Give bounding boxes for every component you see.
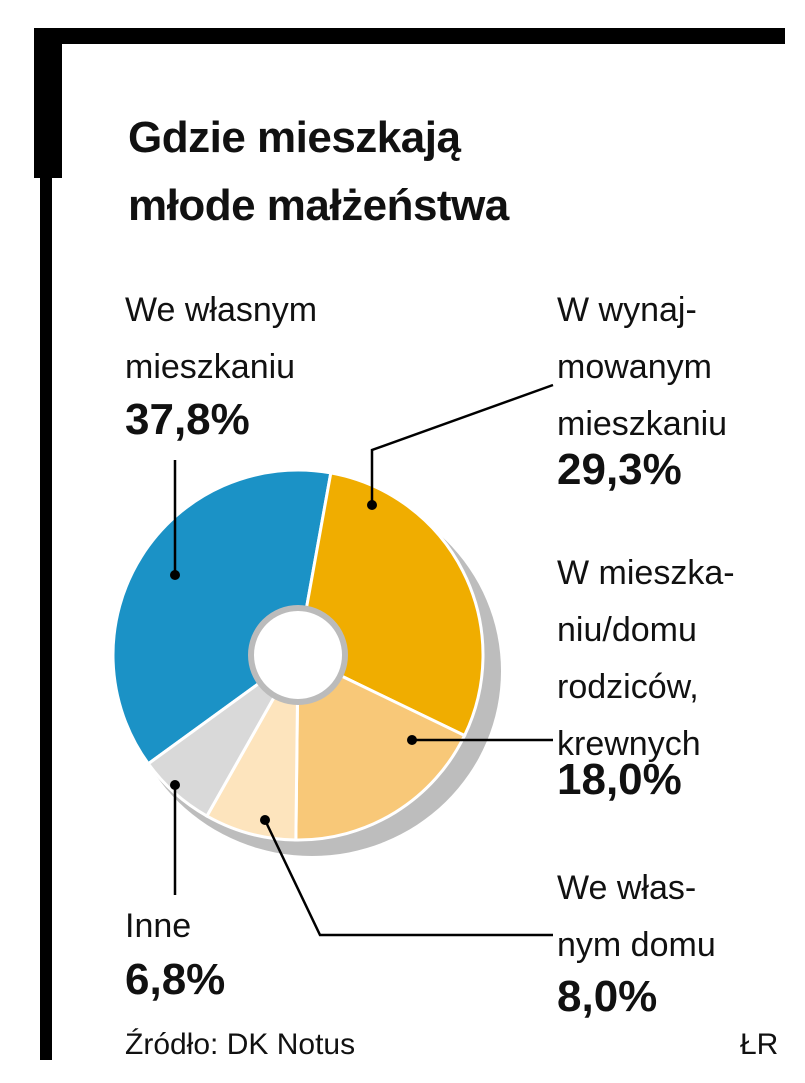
source: Źródło: DK Notus (125, 1028, 356, 1061)
slice-label: W mieszka- niu/domu rodziców, krewnych (557, 554, 735, 763)
slice-label: W wynaj- mowanym mieszkaniu (557, 291, 728, 443)
slice-label: Inne (125, 907, 192, 945)
leaders (173, 383, 554, 937)
pie-hole (248, 605, 348, 705)
value-label: 37,8% (125, 395, 250, 444)
value-label: 6,8% (125, 955, 226, 1004)
frame-top (34, 28, 785, 44)
chart-title: Gdzie mieszkają młode małżeństwa (128, 113, 509, 230)
slice-label: We własnym mieszkaniu (125, 291, 318, 386)
pie (111, 468, 501, 856)
slice-label: We włas- nym domu (557, 869, 716, 964)
leader-dots (170, 500, 417, 825)
frame-left (40, 170, 52, 1060)
frame-bar (34, 28, 62, 178)
credit: ŁR (740, 1028, 779, 1061)
value-label: 29,3% (557, 445, 682, 494)
value-label: 18,0% (557, 755, 682, 804)
value-label: 8,0% (557, 972, 658, 1021)
